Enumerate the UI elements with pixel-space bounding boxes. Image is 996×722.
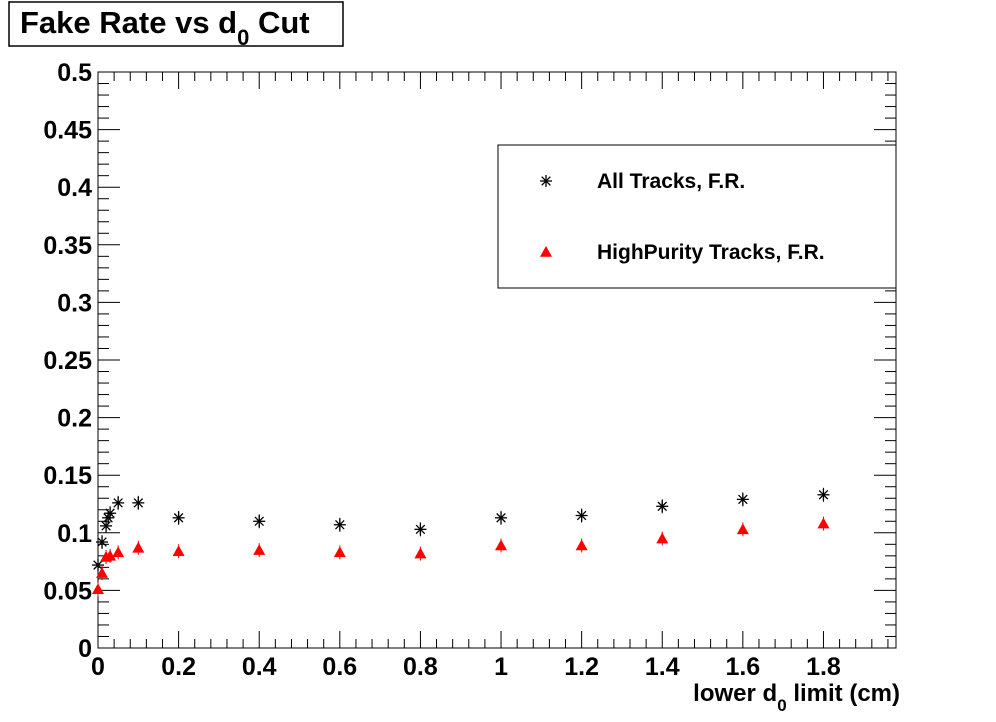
series-highpurity-tracks (92, 516, 830, 597)
asterisk-stroke (173, 513, 184, 523)
data-point (817, 488, 830, 501)
x-tick-label: 0.2 (161, 653, 196, 681)
data-point (172, 511, 185, 524)
y-tick-label: 0.5 (57, 59, 92, 87)
asterisk-stroke (101, 521, 111, 531)
asterisk-stroke (93, 560, 103, 570)
y-tick-label: 0.45 (43, 117, 92, 145)
data-point (414, 547, 427, 559)
data-point (495, 511, 508, 524)
data-point (112, 496, 125, 509)
x-tick-label: 0.8 (403, 653, 438, 681)
data-point (96, 536, 109, 549)
y-tick-label: 0.15 (43, 462, 92, 490)
data-point (172, 545, 185, 557)
title-text: Fake Rate vs d (20, 5, 237, 40)
x-axis-title-subscript: 0 (777, 696, 786, 715)
x-axis-title-main: lower d (693, 680, 777, 707)
x-tick-label: 0.6 (322, 653, 357, 681)
asterisk-stroke (541, 176, 551, 186)
x-tick-label: 0 (91, 653, 105, 681)
x-tick-label: 1 (494, 653, 508, 681)
data-point (253, 544, 266, 555)
x-axis-title: lower d0 limit (cm) (693, 680, 900, 715)
data-point (104, 549, 117, 561)
data-point (100, 519, 113, 532)
data-point (333, 518, 346, 531)
y-tick-label: 0.25 (43, 347, 92, 375)
series-layer (92, 487, 830, 597)
data-point (817, 517, 830, 529)
data-point (253, 515, 266, 528)
legend-label-all-tracks: All Tracks, F.R. (597, 170, 745, 193)
data-point (656, 532, 669, 544)
x-tick-label: 1.4 (645, 653, 680, 681)
data-point (112, 546, 125, 558)
asterisk-stroke (254, 516, 264, 527)
data-point (414, 523, 427, 536)
asterisk-stroke (105, 508, 115, 518)
data-point (575, 509, 588, 522)
y-tick-label: 0 (78, 635, 92, 663)
data-point (736, 523, 749, 535)
legend: All Tracks, F.R. HighPurity Tracks, F.R. (497, 144, 897, 289)
x-tick-label: 0.4 (242, 653, 277, 681)
legend-box (497, 144, 897, 289)
asterisk-stroke (415, 524, 426, 535)
data-point (104, 507, 117, 520)
x-axis-title-suffix: limit (cm) (787, 680, 900, 707)
data-point (96, 567, 109, 578)
x-tick-label: 1.6 (725, 653, 760, 681)
series-all-tracks (92, 487, 830, 573)
asterisk-stroke (657, 501, 668, 512)
asterisk-stroke (738, 494, 748, 505)
asterisk-stroke (818, 490, 829, 500)
y-tick-label: 0.05 (43, 577, 92, 605)
legend-marker-highpurity-tracks (540, 246, 552, 257)
x-tick-label: 1.8 (806, 653, 841, 681)
x-tick-label: 1.2 (564, 653, 599, 681)
x-axis: 0 0.2 0.4 0.6 0.8 1 1.2 1.4 1.6 1.8 (91, 72, 889, 681)
asterisk-stroke (576, 510, 587, 521)
y-tick-label: 0.35 (43, 232, 92, 260)
y-axis: 0 0.05 0.1 0.15 0.2 0.25 0.3 0.35 0.4 0.45 0.5 (43, 59, 896, 663)
y-tick-label: 0.2 (57, 405, 92, 433)
legend-asterisk (540, 175, 552, 187)
data-point (92, 559, 104, 572)
data-point (132, 496, 145, 509)
data-point (132, 541, 145, 553)
y-tick-label: 0.1 (57, 520, 92, 548)
title-box (8, 1, 344, 47)
chart-title: Fake Rate vs d0 Cut (8, 1, 344, 50)
title-suffix: Cut (249, 5, 309, 40)
title-subscript: 0 (237, 25, 249, 50)
data-point (92, 583, 104, 595)
legend-marker-all-tracks (540, 175, 552, 187)
data-point (656, 500, 669, 513)
legend-triangle (540, 246, 552, 257)
data-point (575, 539, 588, 551)
asterisk-stroke (97, 537, 107, 547)
y-tick-label: 0.4 (57, 174, 92, 202)
asterisk-stroke (133, 498, 144, 508)
asterisk-stroke (496, 513, 506, 523)
y-tick-label: 0.3 (57, 289, 92, 317)
data-point (333, 546, 346, 558)
asterisk-stroke (113, 498, 123, 508)
data-point (736, 493, 749, 506)
data-point (495, 539, 508, 551)
legend-label-highpurity-tracks: HighPurity Tracks, F.R. (597, 241, 825, 264)
svg-text:Fake Rate vs d0 Cut: Fake Rate vs d0 Cut (20, 5, 310, 50)
asterisk-stroke (335, 519, 345, 530)
